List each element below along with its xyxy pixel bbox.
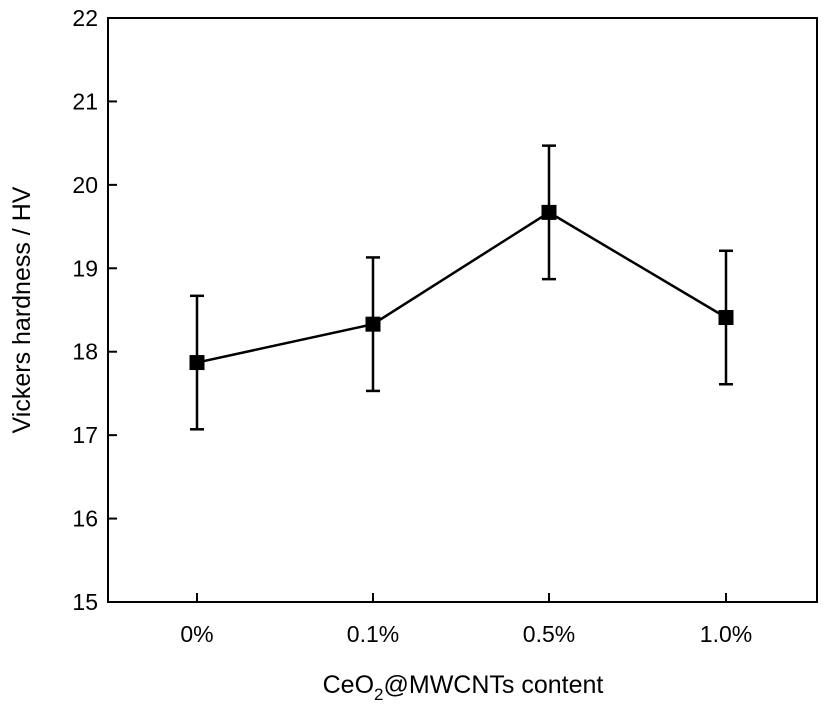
y-tick-label: 18 (72, 339, 98, 365)
x-axis-label-prefix: CeO (323, 671, 374, 699)
plot-area: 15 16 17 18 19 20 21 22 0% 0.1% 0.5% 1.0% (72, 5, 818, 647)
y-tick-label: 22 (72, 5, 98, 31)
y-tick-label: 19 (72, 255, 98, 281)
x-tick-label: 1.0% (700, 621, 752, 647)
y-tick-label: 17 (72, 422, 98, 448)
data-point (365, 316, 381, 332)
plot-frame (107, 17, 818, 603)
data-point (718, 310, 734, 326)
x-axis-label-suffix: @MWCNTs content (384, 671, 604, 699)
data-point (189, 355, 205, 371)
data-point (541, 204, 557, 220)
x-tick-label: 0% (180, 621, 213, 647)
x-tick-label: 0.5% (523, 621, 575, 647)
y-tick-label: 20 (72, 172, 98, 198)
x-axis-label: CeO2@MWCNTs content (323, 671, 604, 704)
y-tick-label: 15 (72, 589, 98, 615)
x-tick-label: 0.1% (347, 621, 399, 647)
y-tick-label: 21 (72, 88, 98, 114)
series-line (196, 210, 727, 364)
y-tick-label: 16 (72, 506, 98, 532)
y-axis-label: Vickers hardness / HV (8, 186, 36, 433)
x-axis-label-subscript: 2 (374, 685, 383, 704)
